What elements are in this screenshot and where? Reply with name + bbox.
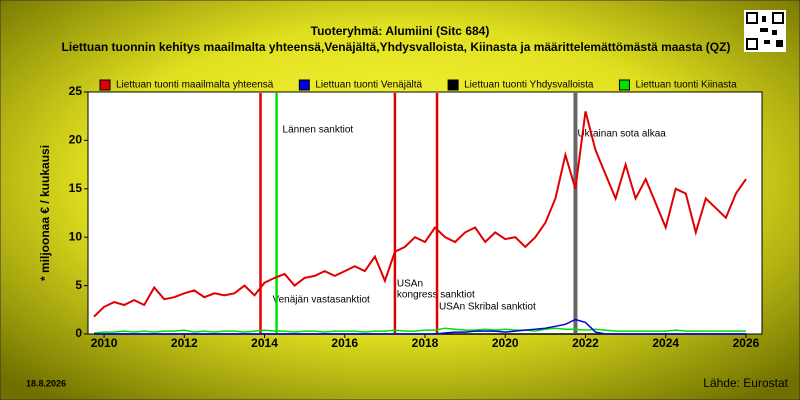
- x-tick-label: 2014: [251, 336, 278, 350]
- y-tick-label: 10: [69, 229, 83, 243]
- y-tick-label: 25: [69, 84, 83, 98]
- series-line: [93, 327, 746, 334]
- legend: Liettuan tuonti maailmalta yhteensä Liett…: [99, 79, 737, 91]
- x-tick-label: 2026: [733, 336, 760, 350]
- legend-swatch: [447, 79, 459, 91]
- source: Lähde: Eurostat: [703, 376, 788, 390]
- y-tick-label: 15: [69, 181, 83, 195]
- x-tick-label: 2022: [572, 336, 599, 350]
- x-tick-label: 2016: [331, 336, 358, 350]
- qr-code: [744, 10, 786, 52]
- chart-title: Tuoteryhmä: Alumiini (Sitc 684): [311, 24, 490, 38]
- legend-label: Liettuan tuonti Kiinasta: [635, 80, 737, 91]
- legend-label: Liettuan tuonti maailmalta yhteensä: [116, 80, 274, 91]
- legend-swatch: [618, 79, 630, 91]
- event-label: Lännen sanktiot: [283, 125, 354, 136]
- legend-label: Liettuan tuonti Venäjältä: [315, 80, 422, 91]
- series-line: [93, 111, 747, 318]
- y-tick-label: 20: [69, 133, 83, 147]
- event-label: USAn Skribal sanktiot: [439, 302, 536, 313]
- y-axis-label: * miljoonaa € / kuukausi: [38, 145, 52, 281]
- x-tick-label: 2020: [492, 336, 519, 350]
- y-tick-label: 0: [75, 326, 82, 340]
- date: 18.8.2026: [26, 378, 66, 388]
- event-label: USAn: [397, 279, 423, 290]
- chart-subtitle: Liettuan tuonnin kehitys maailmalta yhte…: [62, 40, 731, 54]
- event-label: Ukrainan sota alkaa: [577, 129, 666, 140]
- x-tick-label: 2018: [412, 336, 439, 350]
- legend-label: Liettuan tuonti Yhdysvalloista: [464, 80, 594, 91]
- legend-swatch: [298, 79, 310, 91]
- series-line: [94, 318, 746, 335]
- event-label: Venäjän vastasanktiot: [273, 295, 371, 306]
- x-tick-label: 2012: [171, 336, 198, 350]
- legend-swatch: [99, 79, 111, 91]
- y-tick-label: 5: [75, 278, 82, 292]
- x-tick-label: 2010: [91, 336, 118, 350]
- x-tick-label: 2024: [652, 336, 679, 350]
